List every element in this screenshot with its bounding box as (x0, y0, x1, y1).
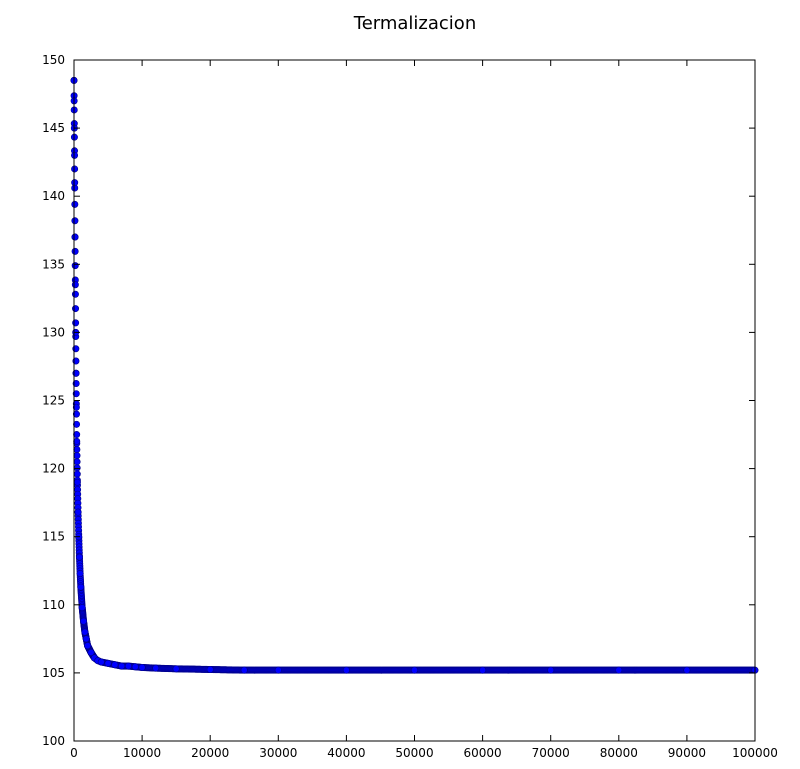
data-point (87, 648, 95, 656)
data-point (73, 478, 81, 486)
y-tick-label: 120 (42, 462, 65, 476)
data-point (206, 665, 214, 673)
x-tick-label: 20000 (191, 746, 229, 760)
data-point (82, 635, 90, 643)
data-point (71, 262, 79, 270)
data-point (71, 217, 79, 225)
y-tick-label: 145 (42, 121, 65, 135)
y-tick-label: 140 (42, 189, 65, 203)
data-point (73, 452, 81, 460)
data-point (73, 458, 81, 466)
data-point (131, 663, 139, 671)
data-point (71, 165, 79, 173)
data-point (71, 200, 79, 208)
data-point (111, 661, 119, 669)
data-point (479, 666, 487, 674)
chart-title: Termalizacion (353, 13, 476, 34)
data-point (84, 642, 92, 650)
data-point (72, 319, 80, 327)
x-tick-label: 50000 (395, 746, 433, 760)
data-point (240, 666, 248, 674)
data-point (77, 583, 85, 591)
y-tick-label: 100 (42, 734, 65, 748)
data-point (71, 179, 79, 187)
y-tick-label: 135 (42, 257, 65, 271)
y-tick-label: 150 (42, 53, 65, 67)
data-point (71, 233, 79, 241)
data-point (81, 628, 89, 636)
x-tick-label: 60000 (464, 746, 502, 760)
y-tick-label: 105 (42, 666, 65, 680)
data-point (76, 569, 84, 577)
data-point (274, 666, 282, 674)
data-point (72, 390, 80, 398)
data-point (104, 659, 112, 667)
data-point (73, 420, 81, 428)
data-point (72, 410, 80, 418)
data-point (74, 508, 82, 516)
data-point (683, 666, 691, 674)
data-point (410, 666, 418, 674)
x-tick-label: 100000 (732, 746, 778, 760)
data-point (71, 247, 79, 255)
y-tick-label: 115 (42, 530, 65, 544)
x-tick-label: 0 (70, 746, 78, 760)
data-point (124, 662, 132, 670)
y-tick-label: 110 (42, 598, 65, 612)
data-points (70, 76, 759, 674)
data-point (342, 666, 350, 674)
data-point (73, 431, 81, 439)
data-point (73, 446, 81, 454)
data-point (72, 403, 80, 411)
x-tick-label: 70000 (532, 746, 570, 760)
data-point (118, 662, 126, 670)
data-point (152, 664, 160, 672)
plot-frame (73, 59, 756, 742)
data-point (71, 151, 79, 159)
data-point (73, 470, 81, 478)
y-tick-label: 130 (42, 325, 65, 339)
axes: 0 10000 20000 30000 40000 50000 60000 70000 8000… (42, 53, 778, 760)
data-point (71, 281, 79, 289)
data-point (172, 665, 180, 673)
data-point (615, 666, 623, 674)
data-point (547, 666, 555, 674)
x-tick-label: 40000 (327, 746, 365, 760)
y-tick-label: 125 (42, 394, 65, 408)
x-tick-label: 30000 (259, 746, 297, 760)
data-point (72, 379, 80, 387)
data-point (71, 290, 79, 298)
data-point (97, 658, 105, 666)
data-point (75, 553, 83, 561)
data-point (80, 617, 88, 625)
data-point (72, 305, 80, 313)
x-tick-label: 90000 (668, 746, 706, 760)
data-point (138, 663, 146, 671)
x-tick-label: 80000 (600, 746, 638, 760)
data-point (78, 604, 86, 612)
x-tick-label: 10000 (123, 746, 161, 760)
data-point (73, 464, 81, 472)
